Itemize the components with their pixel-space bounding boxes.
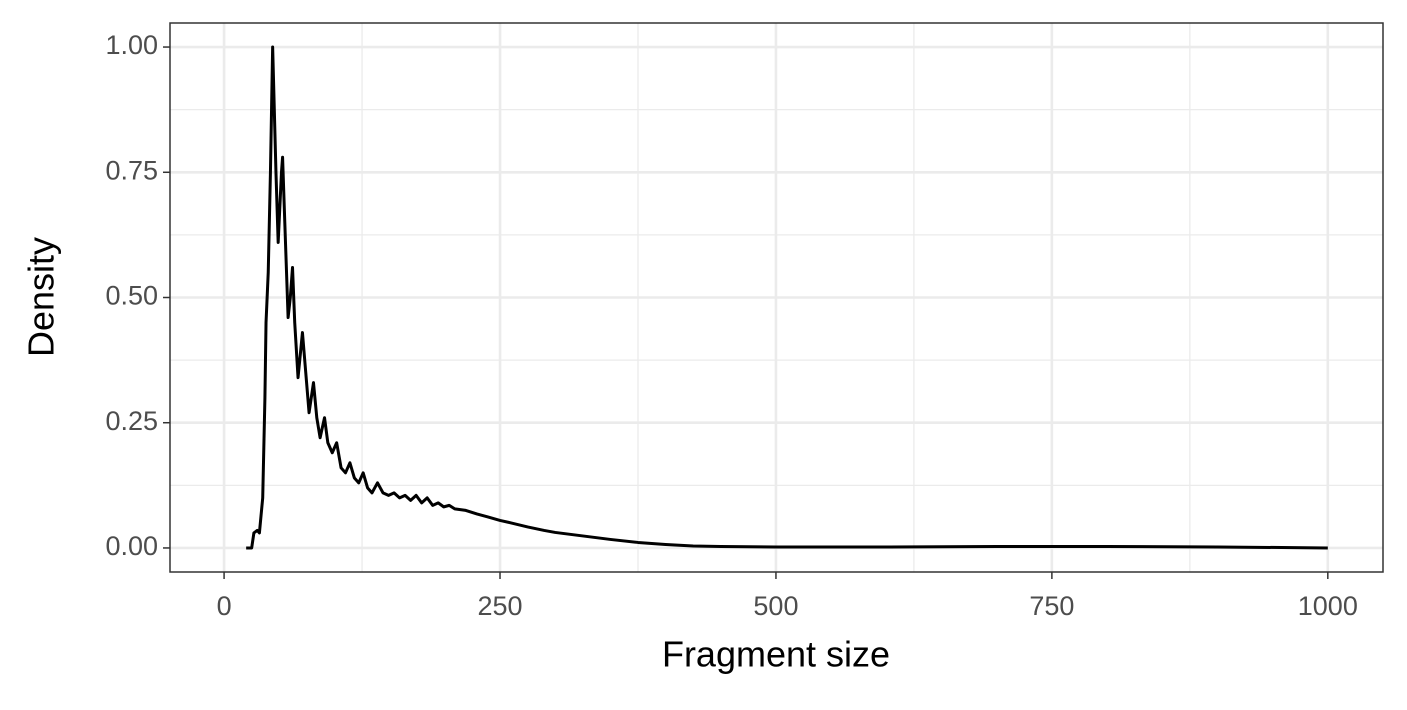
y-tick-label: 0.25: [105, 406, 158, 436]
y-tick-label: 1.00: [105, 30, 158, 60]
y-tick-label: 0.50: [105, 281, 158, 311]
x-tick-label: 0: [217, 591, 232, 621]
y-tick-label: 0.75: [105, 155, 158, 185]
plot-border: [169, 22, 1384, 573]
x-tick-label: 750: [1029, 591, 1074, 621]
y-axis-title: Density: [21, 237, 62, 357]
x-axis-title: Fragment size: [662, 634, 890, 675]
line: [246, 45, 1328, 550]
y-tick-label: 0.00: [105, 531, 158, 561]
x-tick-label: 250: [477, 591, 522, 621]
x-tick-label: 1000: [1298, 591, 1358, 621]
x-tick-label: 500: [753, 591, 798, 621]
